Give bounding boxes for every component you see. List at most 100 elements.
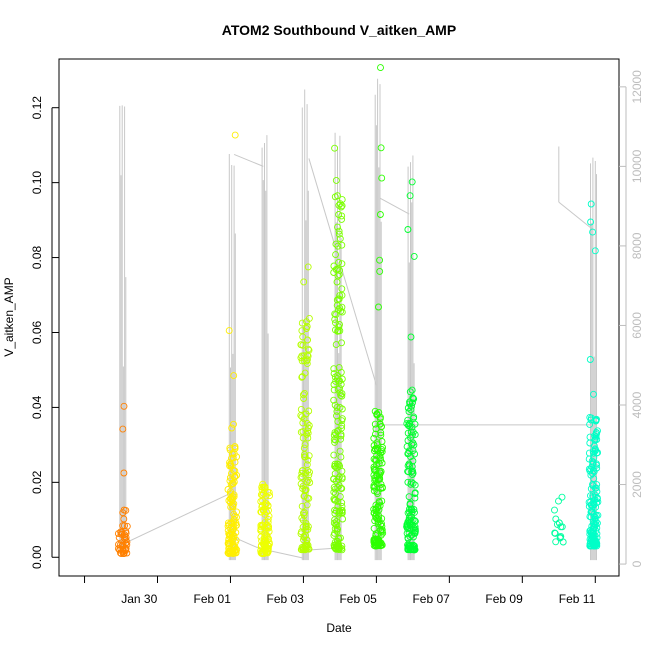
data-point — [303, 356, 311, 364]
data-point — [372, 512, 379, 520]
y2-tick-label: 12000 — [630, 70, 644, 104]
y2-tick-label: 6000 — [630, 312, 644, 339]
data-point — [370, 434, 378, 442]
data-point — [265, 535, 272, 543]
data-point — [299, 485, 307, 493]
data-point — [334, 525, 342, 533]
plot-frame — [58, 58, 620, 577]
data-point — [331, 460, 339, 468]
data-point — [590, 449, 598, 457]
data-point — [303, 318, 310, 326]
y2-axis: 0 2000 4000 6000 8000 10000 12000 — [619, 70, 644, 567]
data-point — [590, 442, 598, 450]
data-point — [377, 468, 385, 475]
data-point — [338, 202, 346, 210]
data-point — [406, 501, 414, 508]
data-point — [586, 420, 594, 428]
data-point — [590, 454, 598, 462]
x-tick-label: Feb 09 — [485, 592, 523, 606]
data-point — [407, 333, 415, 341]
y-tick-label: 0.10 — [30, 171, 44, 195]
data-point — [266, 492, 274, 500]
data-point — [264, 502, 272, 510]
data-point — [338, 375, 346, 383]
y-tick-label: 0.06 — [30, 320, 44, 344]
data-point — [298, 352, 306, 360]
data-point — [406, 400, 414, 408]
data-point — [114, 545, 122, 553]
data-point — [299, 391, 307, 399]
secondary-spike — [261, 135, 269, 561]
data-point — [303, 501, 311, 509]
data-point — [227, 481, 235, 489]
data-point — [301, 441, 309, 449]
data-point — [226, 462, 234, 470]
data-point — [333, 278, 341, 286]
data-point — [377, 531, 385, 539]
data-point — [301, 389, 308, 397]
data-point — [377, 449, 385, 457]
data-point — [408, 468, 416, 476]
data-point — [376, 267, 384, 275]
data-point — [336, 266, 344, 274]
y-axis: 0.00 0.02 0.04 0.06 0.08 0.10 0.12 — [30, 96, 59, 569]
data-point — [591, 247, 599, 255]
data-point — [304, 456, 312, 464]
data-point — [229, 548, 237, 556]
data-point — [338, 215, 346, 223]
x-axis: Jan 30 Feb 01 Feb 03 Feb 05 Feb 07 Feb 09 Feb … — [84, 576, 596, 606]
chart-title: ATOM2 Southbound V_aitken_AMP — [222, 22, 456, 38]
data-point — [338, 499, 346, 507]
data-point — [370, 471, 378, 479]
data-point — [337, 430, 345, 438]
data-point — [410, 252, 418, 260]
data-point — [371, 420, 379, 428]
data-point — [225, 550, 233, 557]
y-tick-label: 0.02 — [30, 470, 44, 494]
secondary-connector — [233, 153, 264, 167]
data-point — [337, 391, 345, 399]
data-point — [336, 200, 344, 208]
data-point — [337, 307, 345, 315]
data-point — [376, 538, 384, 546]
data-point — [230, 372, 238, 380]
data-point — [333, 412, 340, 420]
data-point — [304, 345, 312, 353]
data-point — [231, 458, 239, 466]
data-point — [338, 285, 346, 293]
y-tick-label: 0.00 — [30, 545, 44, 569]
y-tick-label: 0.04 — [30, 395, 44, 419]
data-point — [587, 532, 595, 540]
data-point — [588, 522, 596, 530]
data-point — [306, 468, 313, 476]
data-point — [555, 497, 562, 505]
data-point — [299, 341, 307, 349]
data-point — [300, 536, 307, 544]
data-point — [404, 462, 412, 470]
data-point — [265, 523, 273, 530]
data-point — [587, 498, 595, 506]
secondary-spike — [374, 78, 382, 561]
data-point — [330, 519, 338, 527]
secondary-connector — [558, 201, 594, 231]
data-point — [406, 388, 414, 396]
data-point — [230, 510, 238, 518]
data-point — [299, 434, 307, 442]
data-point — [408, 402, 416, 410]
data-point — [377, 480, 385, 488]
data-point — [378, 520, 385, 528]
data-point — [372, 530, 380, 538]
data-point — [404, 449, 412, 457]
data-point — [304, 476, 312, 484]
data-point — [261, 533, 269, 541]
data-point — [305, 452, 313, 460]
data-point — [331, 429, 339, 437]
data-point — [305, 407, 313, 415]
data-point — [377, 521, 385, 529]
data-point — [376, 256, 384, 264]
x-axis-title: Date — [326, 621, 352, 635]
data-point — [403, 420, 411, 428]
data-point — [265, 542, 273, 550]
data-point — [331, 373, 339, 381]
data-point — [593, 461, 600, 469]
